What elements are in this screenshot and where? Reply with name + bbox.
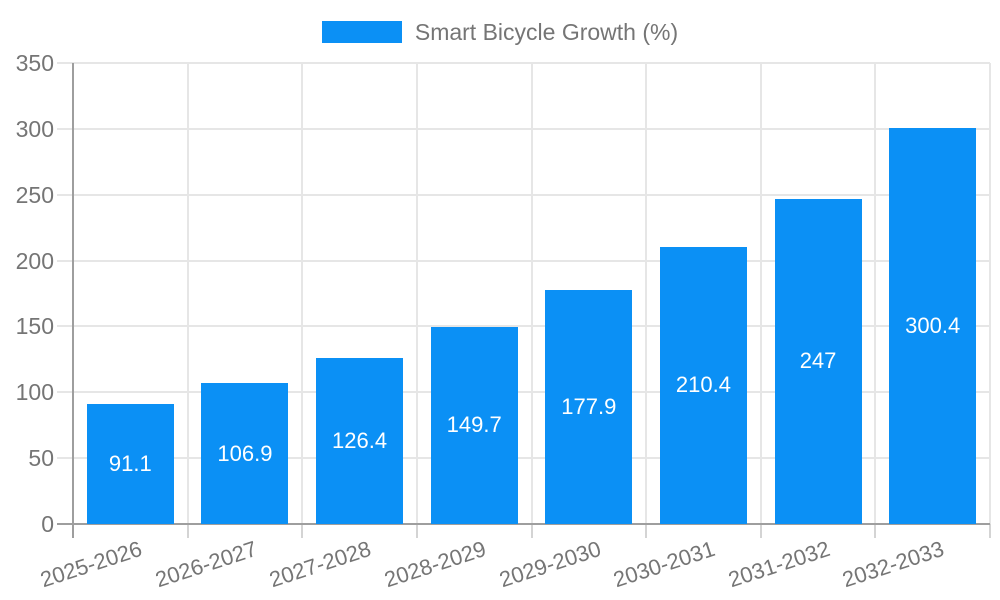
x-axis-tick xyxy=(874,524,877,538)
x-axis-tick-label: 2032-2033 xyxy=(839,536,948,593)
bar[interactable] xyxy=(889,128,977,524)
y-axis-line xyxy=(72,63,74,538)
legend-item[interactable]: Smart Bicycle Growth (%) xyxy=(0,18,1000,45)
v-gridline xyxy=(530,63,533,524)
y-axis-tick-label: 0 xyxy=(41,511,54,537)
x-axis-tick xyxy=(530,524,533,538)
x-axis-tick-label: 2030-2031 xyxy=(610,536,719,593)
x-axis-line xyxy=(57,523,990,525)
y-axis-tick-label: 350 xyxy=(15,50,54,76)
h-gridline xyxy=(57,127,990,130)
x-axis-tick xyxy=(989,524,991,538)
v-gridline xyxy=(415,63,418,524)
h-gridline xyxy=(57,457,990,460)
x-axis-tick xyxy=(645,524,648,538)
y-axis-tick-label: 150 xyxy=(15,313,54,340)
h-gridline xyxy=(57,193,990,196)
y-axis-tick-label: 200 xyxy=(15,247,54,274)
x-axis-tick-label: 2031-2032 xyxy=(724,536,833,593)
bar[interactable] xyxy=(545,289,633,524)
y-axis-tick-label: 300 xyxy=(15,115,54,142)
x-axis-tick xyxy=(415,524,418,538)
y-axis-tick-label: 100 xyxy=(15,379,54,406)
bar-value-label: 106.9 xyxy=(217,440,273,466)
y-axis-tick-label: 250 xyxy=(15,181,54,208)
v-gridline xyxy=(874,63,877,524)
bar-value-label: 149.7 xyxy=(446,412,502,438)
v-gridline xyxy=(301,63,304,524)
bar-value-label: 177.9 xyxy=(561,393,617,419)
x-axis-tick-label: 2029-2030 xyxy=(495,536,604,593)
bar-value-label: 300.4 xyxy=(905,313,961,339)
h-gridline xyxy=(57,391,990,394)
h-gridline xyxy=(57,259,990,262)
x-axis-tick xyxy=(759,524,762,538)
bar-value-label: 91.1 xyxy=(108,451,152,476)
h-gridline xyxy=(57,325,990,328)
v-gridline xyxy=(645,63,648,524)
x-axis-tick xyxy=(301,524,304,538)
bar[interactable] xyxy=(774,198,862,524)
v-gridline xyxy=(186,63,189,524)
bar[interactable] xyxy=(86,404,174,524)
h-gridline xyxy=(57,62,990,64)
bar-value-label: 210.4 xyxy=(675,372,731,398)
legend-swatch xyxy=(321,21,402,43)
legend-label: Smart Bicycle Growth (%) xyxy=(414,18,679,45)
bar[interactable] xyxy=(316,357,404,524)
bar[interactable] xyxy=(430,326,518,524)
v-gridline xyxy=(989,63,991,524)
v-gridline xyxy=(759,63,762,524)
y-axis-tick-label: 50 xyxy=(28,445,54,472)
x-axis-tick xyxy=(186,524,189,538)
bar-value-label: 126.4 xyxy=(332,427,388,453)
x-axis-tick-label: 2025-2026 xyxy=(37,536,146,593)
x-axis-tick-label: 2026-2027 xyxy=(151,536,260,593)
bar[interactable] xyxy=(659,246,747,524)
bar-value-label: 247 xyxy=(799,348,837,374)
x-axis-tick-label: 2027-2028 xyxy=(266,536,375,593)
x-axis-tick-label: 2028-2029 xyxy=(381,536,489,593)
bar[interactable] xyxy=(201,383,289,524)
